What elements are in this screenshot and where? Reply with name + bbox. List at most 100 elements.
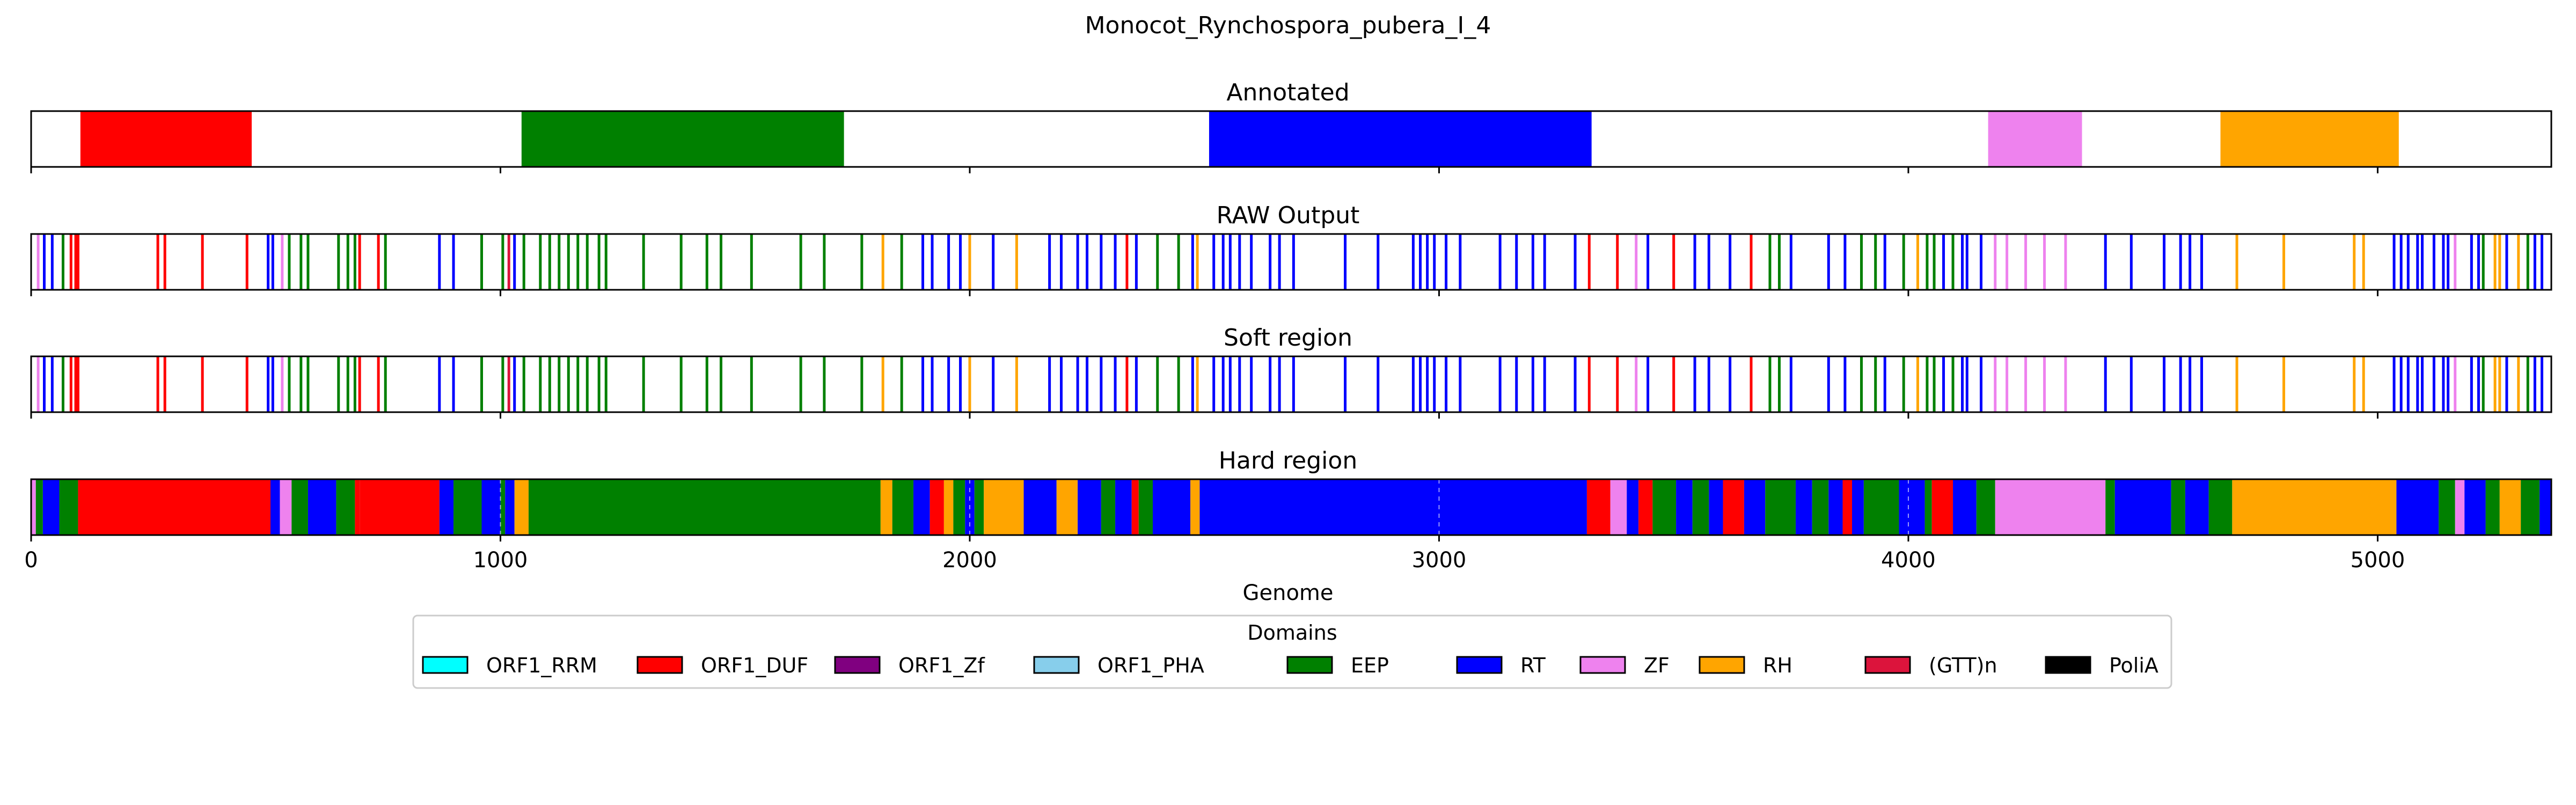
legend-swatch [1033,656,1080,674]
segment-rt [1828,479,1843,535]
segment-eep [2521,479,2540,535]
segment-eep [1101,479,1116,535]
segment-eep [528,479,881,535]
segment-eep [2439,479,2455,535]
legend-swatch [1456,656,1503,674]
segment-zf [2455,479,2465,535]
segment-rt [2540,479,2551,535]
track-soft-region: Soft region [30,324,2552,419]
legend-title: Domains [1247,621,1337,645]
track-background [31,234,2551,290]
segment-rh [514,479,529,535]
legend-swatch [834,656,881,674]
track-frame [30,110,2552,168]
tracks: Annotated RAW Output Soft region Hard regio… [30,79,2552,541]
segment-rt [1796,479,1812,535]
segment-eep [59,479,78,535]
segment-orf1-duf [360,479,440,535]
legend-swatch [636,656,683,674]
segment-rt [2396,479,2439,535]
track-hard-region: Hard region [30,447,2552,541]
segment-rt [1744,479,1766,535]
legend-entry-gtt-n: (GTT)n [1864,654,1997,677]
legend-label: ORF1_DUF [701,654,808,677]
segment-eep [1863,479,1899,535]
segment-eep [1138,479,1153,535]
segment-eep [453,479,482,535]
x-axis: 0 1000 2000 3000 4000 5000 [24,548,2405,573]
legend-swatch [1286,656,1333,674]
legend-entry-rt: RT [1456,654,1546,677]
segment-rt [1153,479,1190,535]
segment-eep [1924,479,1932,535]
segment-eep [291,479,308,535]
track-frame [30,478,2552,536]
segment-rt [913,479,930,535]
segment-eep [1652,479,1677,535]
segment-eep [2105,479,2115,535]
x-tick-label: 5000 [2351,548,2405,573]
track-raw-output: RAW Output [30,202,2552,296]
segment-rt [1078,479,1101,535]
segment-eep [35,479,43,535]
x-tick-label: 3000 [1412,548,1467,573]
segment-rt [1209,111,1592,167]
track-title-annotated: Annotated [1226,79,1349,106]
segment-rt [1953,479,1977,535]
track-title-raw-output: RAW Output [1217,202,1360,229]
track-annotated: Annotated [30,79,2552,173]
segment-eep [2485,479,2500,535]
segment-rt [505,479,515,535]
segment-zf [1995,479,2106,535]
segment-orf1-duf [80,111,252,167]
legend-entry-orf1-zf: ORF1_Zf [834,654,985,677]
segment-orf1-duf [1723,479,1744,535]
segment-eep [1976,479,1995,535]
track-frame [30,233,2552,291]
segment-rt [481,479,501,535]
segment-eep [2171,479,2185,535]
legend-label: ORF1_Zf [898,654,985,677]
segment-orf1-duf [1842,479,1853,535]
segment-rt [308,479,336,535]
segment-rt [2185,479,2209,535]
segment-rh [880,479,892,535]
segment-rt [1852,479,1864,535]
figure-title: Monocot_Rynchospora_pubera_I_4 [1085,12,1491,39]
segment-zf [1988,111,2082,167]
legend-label: ZF [1644,654,1670,677]
legend-swatch [1579,656,1626,674]
legend-label: ORF1_RRM [486,654,597,677]
legend-label: RH [1763,654,1792,677]
legend-label: RT [1520,654,1546,677]
legend-label: EEP [1351,654,1389,677]
segment-rt [270,479,280,535]
segment-rt [1115,479,1132,535]
segment-orf1-duf [1638,479,1653,535]
segment-orf1-duf [1586,479,1611,535]
legend-swatch [1699,656,1745,674]
segment-eep [500,479,506,535]
track-background [31,356,2551,412]
segment-rh [1190,479,1200,535]
segment-eep [1812,479,1829,535]
segment-rt [42,479,60,535]
segment-eep [1765,479,1796,535]
legend-entry-orf1-duf: ORF1_DUF [636,654,808,677]
segment-rt [1899,479,1925,535]
legend-entry-orf1-pha: ORF1_PHA [1033,654,1204,677]
segment-rh [1056,479,1078,535]
legend-swatch [1864,656,1911,674]
legend-entry-zf: ZF [1579,654,1670,677]
segment-zf [280,479,292,535]
segment-eep [974,479,984,535]
segment-rt [2464,479,2486,535]
segment-rt [1627,479,1639,535]
segment-rt [1199,479,1587,535]
segment-rh [2499,479,2521,535]
legend-label: PoliA [2109,654,2158,677]
segment-rh [2220,111,2399,167]
segment-zf [1610,479,1627,535]
x-tick-label: 0 [24,548,38,573]
